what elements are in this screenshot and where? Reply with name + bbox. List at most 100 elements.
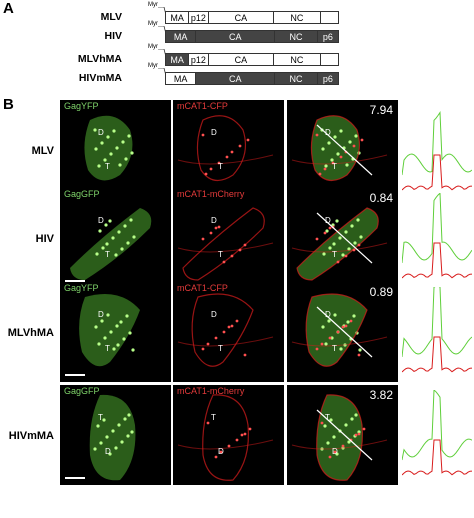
- domain-ca: CA: [196, 73, 276, 84]
- domain-ca: CA: [208, 54, 275, 65]
- region-mark: D: [325, 216, 331, 225]
- row-label: HIV: [35, 233, 54, 245]
- micrograph-merge: 3.82 T D: [287, 385, 398, 485]
- region-mark: D: [218, 447, 224, 456]
- construct-name: HIVmMA: [78, 72, 122, 84]
- myristoylation-label: Myr: [148, 21, 158, 27]
- region-mark: T: [325, 413, 330, 422]
- micrograph-green: GagGFP T D: [60, 385, 171, 485]
- region-mark: D: [332, 447, 338, 456]
- enrichment-ratio: 3.82: [369, 388, 393, 402]
- region-mark: T: [218, 344, 223, 353]
- domain-ma: MA: [166, 54, 190, 65]
- micrograph-merge: 0.89 D T: [287, 282, 398, 382]
- scale-bar: [65, 280, 85, 282]
- micrograph-green: GagGFP D T: [60, 188, 171, 288]
- micrograph-red: mCAT1-mCherry T D: [173, 385, 284, 485]
- construct-name: MLV: [100, 11, 122, 23]
- domain-strip: MA p12 CA NC: [165, 53, 339, 66]
- region-mark: D: [211, 128, 217, 137]
- domain-p12: p12: [189, 54, 209, 65]
- region-mark: D: [325, 128, 331, 137]
- myristoylation-label: Myr: [148, 63, 158, 69]
- green-channel-label: GagYFP: [64, 283, 99, 293]
- domain-ma: MA: [166, 31, 197, 42]
- micrograph-merge: 0.84 D T: [287, 188, 398, 288]
- red-channel-label: mCAT1-mCherry: [177, 386, 245, 396]
- green-channel-label: GagGFP: [64, 386, 100, 396]
- construct-name: HIV: [104, 30, 122, 42]
- region-mark: T: [332, 162, 337, 171]
- region-mark: T: [218, 162, 223, 171]
- red-channel-label: mCAT1-mCherry: [177, 189, 245, 199]
- domain-strip: MA CA NC p6: [165, 30, 339, 43]
- region-mark: T: [98, 413, 103, 422]
- panel-a-letter: A: [3, 0, 14, 17]
- region-mark: D: [98, 310, 104, 319]
- micrograph-image: [177, 293, 274, 367]
- panel-b-letter: B: [3, 96, 14, 113]
- row-label: MLVhMA: [7, 327, 54, 339]
- domain-nc: NC: [275, 31, 318, 42]
- construct-name: MLVhMA: [77, 53, 122, 65]
- scale-bar: [65, 477, 85, 479]
- domain-ma: MA: [166, 12, 190, 23]
- region-mark: T: [105, 250, 110, 259]
- region-mark: T: [218, 250, 223, 259]
- domain-nc: NC: [275, 73, 318, 84]
- micrograph-image: [177, 207, 274, 281]
- micrograph-red: mCAT1-CFP D T: [173, 282, 284, 382]
- row-label: HIVmMA: [8, 430, 54, 442]
- green-channel-label: GagYFP: [64, 101, 99, 111]
- micrograph-image: [177, 394, 274, 481]
- micrograph-image: [89, 394, 136, 481]
- domain-tail: [320, 12, 338, 23]
- myristoylation-label: Myr: [148, 44, 158, 50]
- domain-ma: MA: [166, 73, 197, 84]
- red-channel-label: mCAT1-CFP: [177, 283, 228, 293]
- region-mark: D: [105, 447, 111, 456]
- scale-bar: [65, 374, 85, 376]
- line-profile: [402, 287, 472, 373]
- region-mark: D: [211, 310, 217, 319]
- domain-strip: MA CA NC p6: [165, 72, 339, 85]
- region-mark: D: [325, 310, 331, 319]
- micrograph-image: [291, 115, 388, 181]
- micrograph-image: [84, 115, 134, 181]
- domain-p6: p6: [317, 31, 338, 42]
- domain-ca: CA: [208, 12, 275, 23]
- micrograph-image: [70, 208, 152, 280]
- micrograph-image: [291, 394, 388, 481]
- region-mark: T: [105, 344, 110, 353]
- region-mark: D: [211, 216, 217, 225]
- domain-tail: [320, 54, 338, 65]
- enrichment-ratio: 0.89: [369, 285, 393, 299]
- micrograph-red: mCAT1-mCherry D T: [173, 188, 284, 288]
- micrograph-red: mCAT1-CFP D T: [173, 100, 284, 200]
- region-mark: T: [332, 344, 337, 353]
- line-profile: [402, 193, 472, 279]
- enrichment-ratio: 0.84: [369, 191, 393, 205]
- domain-ca: CA: [196, 31, 276, 42]
- region-mark: T: [105, 162, 110, 171]
- micrograph-image: [291, 293, 388, 367]
- micrograph-image: [291, 207, 388, 281]
- line-profile: [402, 110, 472, 191]
- region-mark: D: [98, 216, 104, 225]
- region-mark: T: [211, 413, 216, 422]
- region-mark: T: [332, 250, 337, 259]
- domain-p12: p12: [189, 12, 209, 23]
- green-channel-label: GagGFP: [64, 189, 100, 199]
- myristoylation-label: Myr: [148, 2, 158, 8]
- row-label: MLV: [31, 145, 54, 157]
- red-channel-label: mCAT1-CFP: [177, 101, 228, 111]
- enrichment-ratio: 7.94: [369, 103, 393, 117]
- domain-p6: p6: [317, 73, 338, 84]
- domain-nc: NC: [274, 54, 321, 65]
- domain-strip: MA p12 CA NC: [165, 11, 339, 24]
- micrograph-image: [177, 115, 274, 181]
- micrograph-merge: 7.94 D T: [287, 100, 398, 200]
- line-profile: [402, 390, 472, 476]
- domain-nc: NC: [274, 12, 321, 23]
- micrograph-green: GagYFP D T: [60, 100, 171, 200]
